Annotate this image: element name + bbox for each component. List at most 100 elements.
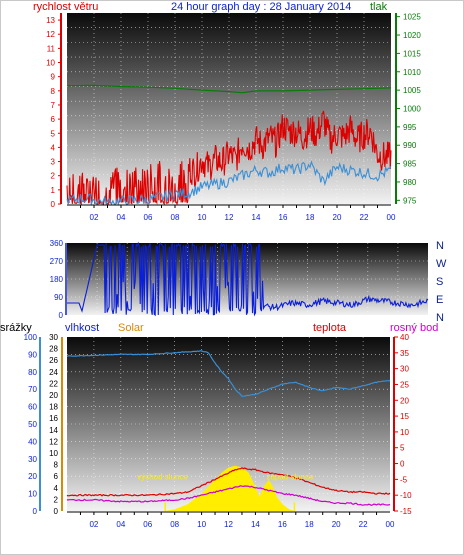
time-tick-label: 06 bbox=[143, 520, 152, 529]
wind-tick-label: 0 bbox=[51, 200, 56, 209]
humidity-line bbox=[66, 350, 391, 397]
wind-tick-label: 9 bbox=[51, 73, 56, 82]
wind-tick-label: 2 bbox=[51, 172, 56, 181]
compass-label: S bbox=[436, 276, 443, 288]
temperature-tick-label: 10 bbox=[400, 428, 409, 437]
precipitation-tick-label: 100 bbox=[24, 333, 38, 342]
direction-tick-label: 180 bbox=[50, 275, 64, 284]
time-tick-label: 22 bbox=[360, 213, 369, 222]
time-tick-label: 04 bbox=[116, 520, 125, 529]
time-tick-label: 14 bbox=[252, 213, 261, 222]
compass-label: N bbox=[436, 312, 444, 324]
pressure-axis-label: tlak bbox=[370, 1, 388, 13]
humidity-tick-label: 6 bbox=[54, 472, 59, 481]
humidity-tick-label: 4 bbox=[54, 484, 59, 493]
temperature-tick-label: 40 bbox=[400, 333, 409, 342]
temperature-tick-label: 30 bbox=[400, 365, 409, 374]
time-tick-label: 22 bbox=[359, 520, 368, 529]
wind-pressure-chart: 0123456789101112139759809859909951000100… bbox=[33, 1, 421, 222]
time-tick-label: 20 bbox=[332, 520, 341, 529]
precipitation-tick-label: 30 bbox=[28, 455, 37, 464]
pressure-tick-label: 990 bbox=[403, 141, 417, 150]
precipitation-tick-label: 60 bbox=[28, 403, 37, 412]
wind-tick-label: 1 bbox=[51, 186, 56, 195]
dewpoint-line bbox=[67, 485, 391, 506]
pressure-tick-label: 1000 bbox=[403, 105, 421, 114]
humidity-tick-label: 10 bbox=[49, 449, 58, 458]
wind-tick-label: 12 bbox=[46, 30, 55, 39]
humidity-tick-label: 24 bbox=[49, 368, 58, 377]
time-tick-label: 06 bbox=[144, 213, 153, 222]
pressure-tick-label: 1005 bbox=[403, 86, 421, 95]
humidity-tick-label: 12 bbox=[49, 437, 58, 446]
humidity-tick-label: 22 bbox=[49, 379, 58, 388]
temperature-tick-label: 25 bbox=[400, 380, 409, 389]
chart-title: 24 hour graph day : 28 January 2014 bbox=[171, 1, 351, 13]
compass-label: N bbox=[436, 240, 444, 252]
time-tick-label: 10 bbox=[198, 213, 207, 222]
wind-mean-line bbox=[66, 159, 392, 207]
pressure-tick-label: 995 bbox=[403, 123, 417, 132]
precipitation-tick-label: 90 bbox=[28, 350, 37, 359]
humidity-tick-label: 14 bbox=[49, 426, 58, 435]
time-tick-label: 02 bbox=[89, 520, 98, 529]
wind-tick-label: 3 bbox=[51, 158, 56, 167]
sunset-label: západ slunce bbox=[266, 473, 314, 482]
time-tick-label: 04 bbox=[117, 213, 126, 222]
time-tick-label: 12 bbox=[224, 520, 233, 529]
pressure-tick-label: 1020 bbox=[403, 31, 421, 40]
time-tick-label: 10 bbox=[197, 520, 206, 529]
wind-pressure-plot-area bbox=[67, 13, 391, 204]
temperature-tick-label: 20 bbox=[400, 396, 409, 405]
direction-tick-label: 270 bbox=[50, 257, 64, 266]
humidity-tick-label: 2 bbox=[54, 495, 59, 504]
dewpoint-label: rosný bod bbox=[390, 322, 438, 334]
pressure-tick-label: 1025 bbox=[403, 13, 421, 22]
direction-tick-label: 0 bbox=[59, 311, 64, 320]
humidity-tick-label: 0 bbox=[54, 507, 59, 516]
time-tick-label: 18 bbox=[306, 213, 315, 222]
temperature-tick-label: 5 bbox=[400, 444, 405, 453]
time-tick-label: 14 bbox=[251, 520, 260, 529]
temperature-humidity-chart: 0102030405060708090100024681012141618202… bbox=[0, 322, 438, 529]
temperature-tick-label: -10 bbox=[400, 491, 412, 500]
time-tick-label: 08 bbox=[171, 213, 180, 222]
wind-tick-label: 7 bbox=[51, 101, 56, 110]
humidity-tick-label: 8 bbox=[54, 461, 59, 470]
time-tick-label: 00 bbox=[387, 213, 396, 222]
precipitation-axis-label: srážky bbox=[0, 322, 32, 334]
precipitation-tick-label: 40 bbox=[28, 437, 37, 446]
temperature-tick-label: 35 bbox=[400, 349, 409, 358]
wind-tick-label: 11 bbox=[47, 44, 56, 53]
humidity-tick-label: 16 bbox=[49, 414, 58, 423]
pressure-tick-label: 985 bbox=[403, 160, 417, 169]
temperature-line bbox=[66, 467, 391, 497]
time-tick-label: 02 bbox=[90, 213, 99, 222]
time-tick-label: 20 bbox=[333, 213, 342, 222]
precipitation-tick-label: 10 bbox=[28, 490, 37, 499]
precipitation-tick-label: 70 bbox=[28, 385, 37, 394]
wind-tick-label: 4 bbox=[51, 143, 56, 152]
sunrise-label: východ slunce bbox=[137, 473, 188, 482]
pressure-tick-label: 980 bbox=[403, 178, 417, 187]
wind-tick-label: 5 bbox=[51, 129, 56, 138]
pressure-tick-label: 1015 bbox=[403, 49, 421, 58]
wind-tick-label: 6 bbox=[51, 115, 56, 124]
precipitation-tick-label: 80 bbox=[28, 368, 37, 377]
time-tick-label: 16 bbox=[279, 213, 288, 222]
temperature-tick-label: 0 bbox=[400, 460, 405, 469]
wind-speed-axis-label: rychlost větru bbox=[33, 1, 98, 13]
temperature-tick-label: -15 bbox=[400, 507, 412, 516]
time-tick-label: 00 bbox=[386, 520, 395, 529]
humidity-tick-label: 26 bbox=[49, 356, 58, 365]
time-tick-label: 12 bbox=[225, 213, 234, 222]
wind-tick-label: 10 bbox=[46, 59, 55, 68]
humidity-tick-label: 30 bbox=[49, 333, 58, 342]
time-tick-label: 16 bbox=[278, 520, 287, 529]
direction-tick-label: 360 bbox=[50, 239, 64, 248]
pressure-tick-label: 1010 bbox=[403, 68, 421, 77]
temperature-tick-label: 15 bbox=[400, 412, 409, 421]
